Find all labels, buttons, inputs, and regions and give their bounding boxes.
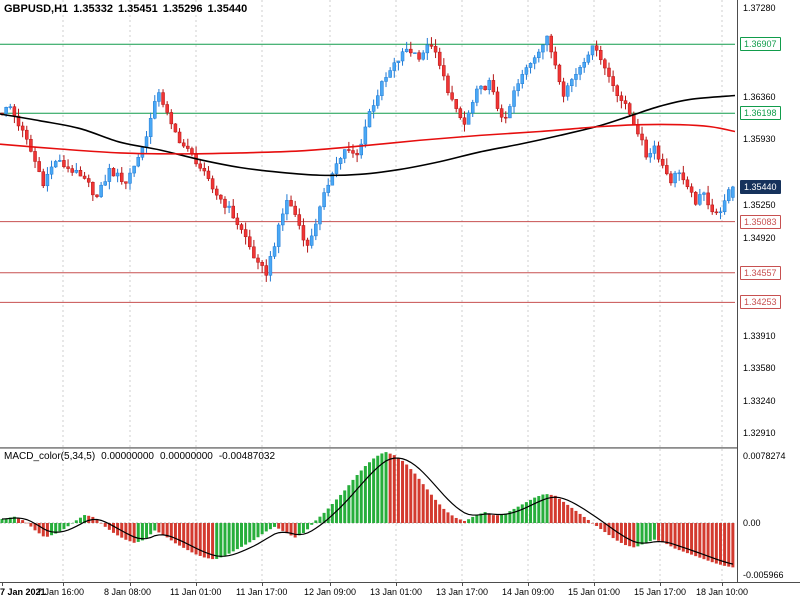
price-tick-label: 1.37280: [743, 2, 776, 13]
candles-layer: [0, 33, 735, 282]
symbol-name: GBPUSD,H1: [4, 3, 69, 15]
time-axis-tick: [2, 583, 3, 586]
quote-open: 1.35332: [73, 3, 113, 15]
price-level-badge: 1.36198: [740, 106, 781, 121]
time-axis-tick: [594, 583, 595, 586]
indicator-value-1: 0.00000000: [101, 451, 154, 462]
time-axis-label: 15 Jan 17:00: [634, 587, 687, 597]
time-axis-label: 13 Jan 01:00: [370, 587, 423, 597]
indicator-value-3: -0.00487032: [218, 451, 276, 462]
time-axis-label: 13 Jan 17:00: [436, 587, 489, 597]
price-level-badge: 1.34253: [740, 295, 781, 310]
quote-close: 1.35440: [207, 3, 248, 15]
time-axis-label: 12 Jan 09:00: [304, 587, 357, 597]
current-price-badge: 1.35440: [740, 179, 781, 194]
price-tick-label: 1.34920: [743, 232, 776, 243]
time-axis-tick: [63, 583, 64, 586]
time-axis-tick: [130, 583, 131, 586]
macd-min-label: -0.005966: [743, 570, 784, 580]
ma-red-line: [0, 123, 736, 155]
symbol-quote-header: GBPUSD,H1 1.35332 1.35451 1.35296 1.35440: [4, 3, 252, 15]
indicator-value-2: 0.00000000: [160, 451, 213, 462]
price-tick-label: 1.33910: [743, 330, 776, 341]
time-axis-tick: [196, 583, 197, 586]
macd-grid-layer: [62, 449, 723, 582]
price-chart[interactable]: [0, 0, 737, 447]
grid-layer: [62, 0, 723, 447]
indicator-name: MACD_color(5,34,5): [4, 451, 96, 462]
price-tick-label: 1.32910: [743, 427, 776, 438]
macd-zero-label: 0.00: [743, 518, 761, 528]
time-axis-label: 11 Jan 01:00: [170, 587, 222, 597]
time-axis-label: 18 Jan 10:00: [696, 587, 749, 597]
price-tick-label: 1.35930: [743, 134, 776, 145]
time-axis-tick: [660, 583, 661, 586]
panel-divider[interactable]: [0, 447, 737, 449]
time-axis-label: 11 Jan 17:00: [236, 587, 288, 597]
time-axis-label: 8 Jan 08:00: [104, 587, 152, 597]
time-axis-label: 14 Jan 09:00: [502, 587, 555, 597]
indicator-header: MACD_color(5,34,5) 0.00000000 0.00000000 -0…: [4, 451, 281, 462]
time-axis-tick: [330, 583, 331, 586]
time-axis-tick: [528, 583, 529, 586]
time-axis-label: 7 Jan 16:00: [37, 587, 85, 597]
time-axis[interactable]: 7 Jan 2021 7 Jan 16:00 8 Jan 08:00 11 Jan 0…: [0, 582, 800, 600]
time-axis-tick: [396, 583, 397, 586]
level-lines-layer: [0, 43, 735, 303]
price-tick-label: 1.36360: [743, 92, 776, 103]
quote-high: 1.35451: [117, 3, 158, 15]
price-tick-label: 1.33580: [743, 362, 776, 373]
macd-chart[interactable]: [0, 449, 737, 582]
price-level-badge: 1.34557: [740, 265, 781, 280]
time-axis-tick: [462, 583, 463, 586]
ma-black-line: [0, 94, 736, 177]
price-level-badge: 1.35083: [740, 214, 781, 229]
price-axis[interactable]: 1.37280 1.36360 1.35930 1.35250 1.34920 1.339…: [737, 0, 800, 600]
macd-signal-line: [1, 457, 734, 565]
time-axis-tick: [262, 583, 263, 586]
time-axis-tick: [722, 583, 723, 586]
time-axis-label: 7 Jan 2021: [0, 587, 46, 597]
price-tick-label: 1.33240: [743, 395, 776, 406]
price-tick-label: 1.35250: [743, 200, 776, 211]
price-level-badge: 1.36907: [740, 37, 781, 52]
macd-max-label: 0.0078274: [743, 451, 786, 461]
quote-low: 1.35296: [162, 3, 203, 15]
macd-histogram: [0, 452, 735, 568]
time-axis-label: 15 Jan 01:00: [568, 587, 621, 597]
